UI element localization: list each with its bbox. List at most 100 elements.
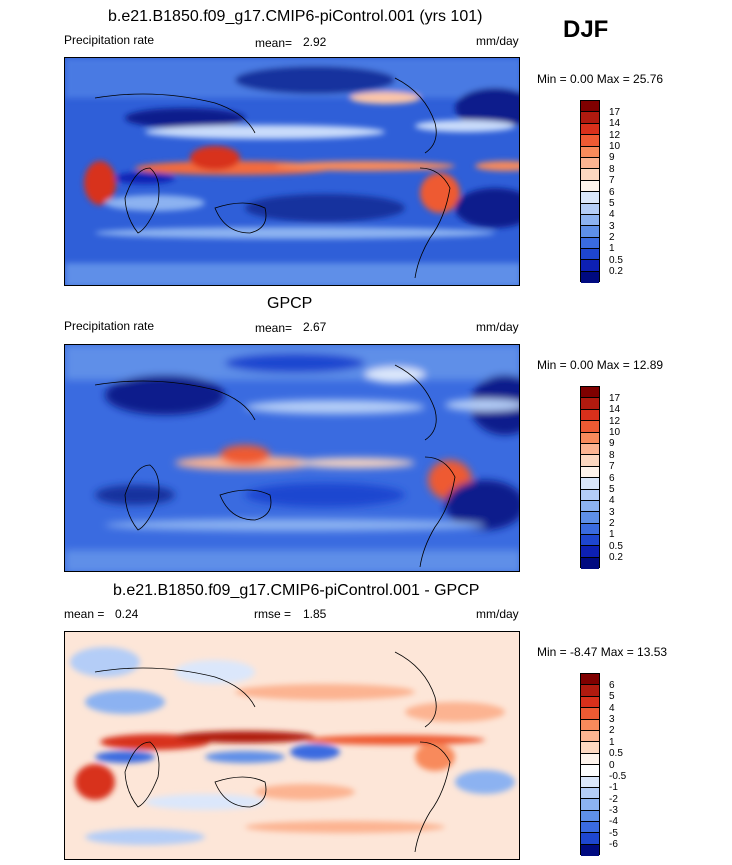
panel1-colorbar-swatch xyxy=(581,146,599,158)
panel2-colorbar-label: 10 xyxy=(609,427,621,438)
panel2-colorbar-label: 17 xyxy=(609,393,621,404)
panel3-colorbar-label: 3 xyxy=(609,714,615,725)
panel2-colorbar-label: 14 xyxy=(609,404,621,415)
panel1-colorbar-swatch xyxy=(581,123,599,136)
panel3-units: mm/day xyxy=(476,607,519,621)
panel3-title: b.e21.B1850.f09_g17.CMIP6-piControl.001 … xyxy=(113,582,480,599)
panel1-colorbar-label: 1 xyxy=(609,243,615,254)
panel1-variable-label: Precipitation rate xyxy=(64,33,155,47)
panel1-colorbar-swatch xyxy=(581,271,599,284)
panel2-colorbar-label: 0.2 xyxy=(609,552,623,563)
panel2-colorbar-swatch xyxy=(581,557,599,570)
panel2-map xyxy=(64,344,520,572)
panel2-colorbar-label: 5 xyxy=(609,484,615,495)
panel2-colorbar-label: 2 xyxy=(609,518,615,529)
panel2-units: mm/day xyxy=(476,320,519,334)
panel3-colorbar-label: -1 xyxy=(609,782,618,793)
panel2-colorbar-label: 6 xyxy=(609,473,615,484)
panel1-colorbar-swatch xyxy=(581,169,599,181)
panel3-colorbar-swatch xyxy=(581,708,599,720)
panel3-colorbar-swatch xyxy=(581,810,599,823)
panel1-mean-label: mean= xyxy=(255,36,293,50)
panel1-map-field xyxy=(65,58,519,285)
panel1-title: b.e21.B1850.f09_g17.CMIP6-piControl.001 … xyxy=(108,8,483,25)
panel2-colorbar-swatch xyxy=(581,466,599,479)
panel1-colorbar-label: 0.5 xyxy=(609,255,623,266)
panel1-colorbar-swatch xyxy=(581,101,599,113)
panel1-colorbar-swatch xyxy=(581,226,599,238)
panel2-colorbar-label: 0.5 xyxy=(609,541,623,552)
panel2-colorbar-swatch xyxy=(581,387,599,399)
panel3-colorbar-swatch xyxy=(581,742,599,754)
panel2-mean-label: mean= xyxy=(255,321,293,335)
panel3-colorbar-label: 2 xyxy=(609,725,615,736)
panel1-colorbar-label: 9 xyxy=(609,152,615,163)
panel3-colorbar-label: -5 xyxy=(609,828,618,839)
panel3-colorbar-swatch xyxy=(581,765,599,777)
panel3-colorbar-label: 6 xyxy=(609,680,615,691)
panel2-colorbar-label: 8 xyxy=(609,450,615,461)
panel3-colorbar-label: 0 xyxy=(609,760,615,771)
panel2-colorbar-swatch xyxy=(581,512,599,524)
panel3-mean-label: mean = xyxy=(64,607,105,621)
panel1-colorbar-label: 14 xyxy=(609,118,621,129)
panel3-colorbar-swatch xyxy=(581,685,599,697)
panel1-colorbar-label: 2 xyxy=(609,232,615,243)
panel3-map xyxy=(64,631,520,860)
panel2-colorbar-label: 3 xyxy=(609,507,615,518)
panel2-map-field xyxy=(65,345,519,571)
panel3-colorbar-label: 0.5 xyxy=(609,748,623,759)
panel1-map xyxy=(64,57,520,286)
panel1-colorbar-swatch xyxy=(581,192,599,204)
panel3-mean-value: 0.24 xyxy=(115,607,139,621)
panel1-colorbar-label: 4 xyxy=(609,209,615,220)
panel3-colorbar-swatch xyxy=(581,696,599,709)
panel1-colorbar-swatch xyxy=(581,237,599,250)
panel3-colorbar-label: 5 xyxy=(609,691,615,702)
panel2-colorbar-swatch xyxy=(581,478,599,490)
panel3-colorbar-label: 1 xyxy=(609,737,615,748)
panel3-colorbar-swatch xyxy=(581,833,599,845)
panel1-colorbar-label: 5 xyxy=(609,198,615,209)
panel2-minmax: Min = 0.00 Max = 12.89 xyxy=(537,358,664,372)
panel2-colorbar-swatch xyxy=(581,432,599,444)
panel2-colorbar-swatch xyxy=(581,443,599,456)
panel3-colorbar-swatch xyxy=(581,674,599,686)
panel1-colorbar-label: 10 xyxy=(609,141,621,152)
panel1-colorbar-swatch xyxy=(581,112,599,124)
panel2-colorbar-swatch xyxy=(581,398,599,410)
panel1-colorbar-label: 12 xyxy=(609,130,621,141)
panel1-colorbar-label: 17 xyxy=(609,107,621,118)
panel1-colorbar-swatch xyxy=(581,135,599,147)
panel2-title: GPCP xyxy=(267,295,313,312)
panel3-colorbar-label: -2 xyxy=(609,794,618,805)
panel1-colorbar-swatch xyxy=(581,180,599,193)
panel2-colorbar xyxy=(580,386,600,570)
panel2-colorbar-swatch xyxy=(581,421,599,433)
panel2-colorbar-swatch xyxy=(581,489,599,501)
panel3-colorbar-swatch xyxy=(581,730,599,743)
season-label: DJF xyxy=(563,16,609,43)
panel3-colorbar-label: -0.5 xyxy=(609,771,627,782)
panel1-colorbar-label: 7 xyxy=(609,175,615,186)
panel3-colorbar-swatch xyxy=(581,776,599,788)
panel3-colorbar xyxy=(580,673,600,857)
panel1-colorbar-label: 8 xyxy=(609,164,615,175)
panel3-colorbar-swatch xyxy=(581,799,599,811)
panel2-colorbar-label: 7 xyxy=(609,461,615,472)
panel1-minmax: Min = 0.00 Max = 25.76 xyxy=(537,72,664,86)
panel1-colorbar xyxy=(580,100,600,284)
panel1-colorbar-label: 3 xyxy=(609,221,615,232)
panel3-colorbar-label: 4 xyxy=(609,703,615,714)
panel2-colorbar-swatch xyxy=(581,523,599,536)
panel2-colorbar-swatch xyxy=(581,546,599,558)
panel2-colorbar-label: 4 xyxy=(609,495,615,506)
panel2-colorbar-label: 1 xyxy=(609,529,615,540)
panel3-rmse-value: 1.85 xyxy=(303,607,327,621)
panel3-colorbar-swatch xyxy=(581,719,599,731)
panel2-colorbar-label: 9 xyxy=(609,438,615,449)
panel3-colorbar-label: -4 xyxy=(609,816,618,827)
panel2-colorbar-swatch xyxy=(581,455,599,467)
panel2-colorbar-swatch xyxy=(581,535,599,547)
panel2-colorbar-swatch xyxy=(581,500,599,513)
